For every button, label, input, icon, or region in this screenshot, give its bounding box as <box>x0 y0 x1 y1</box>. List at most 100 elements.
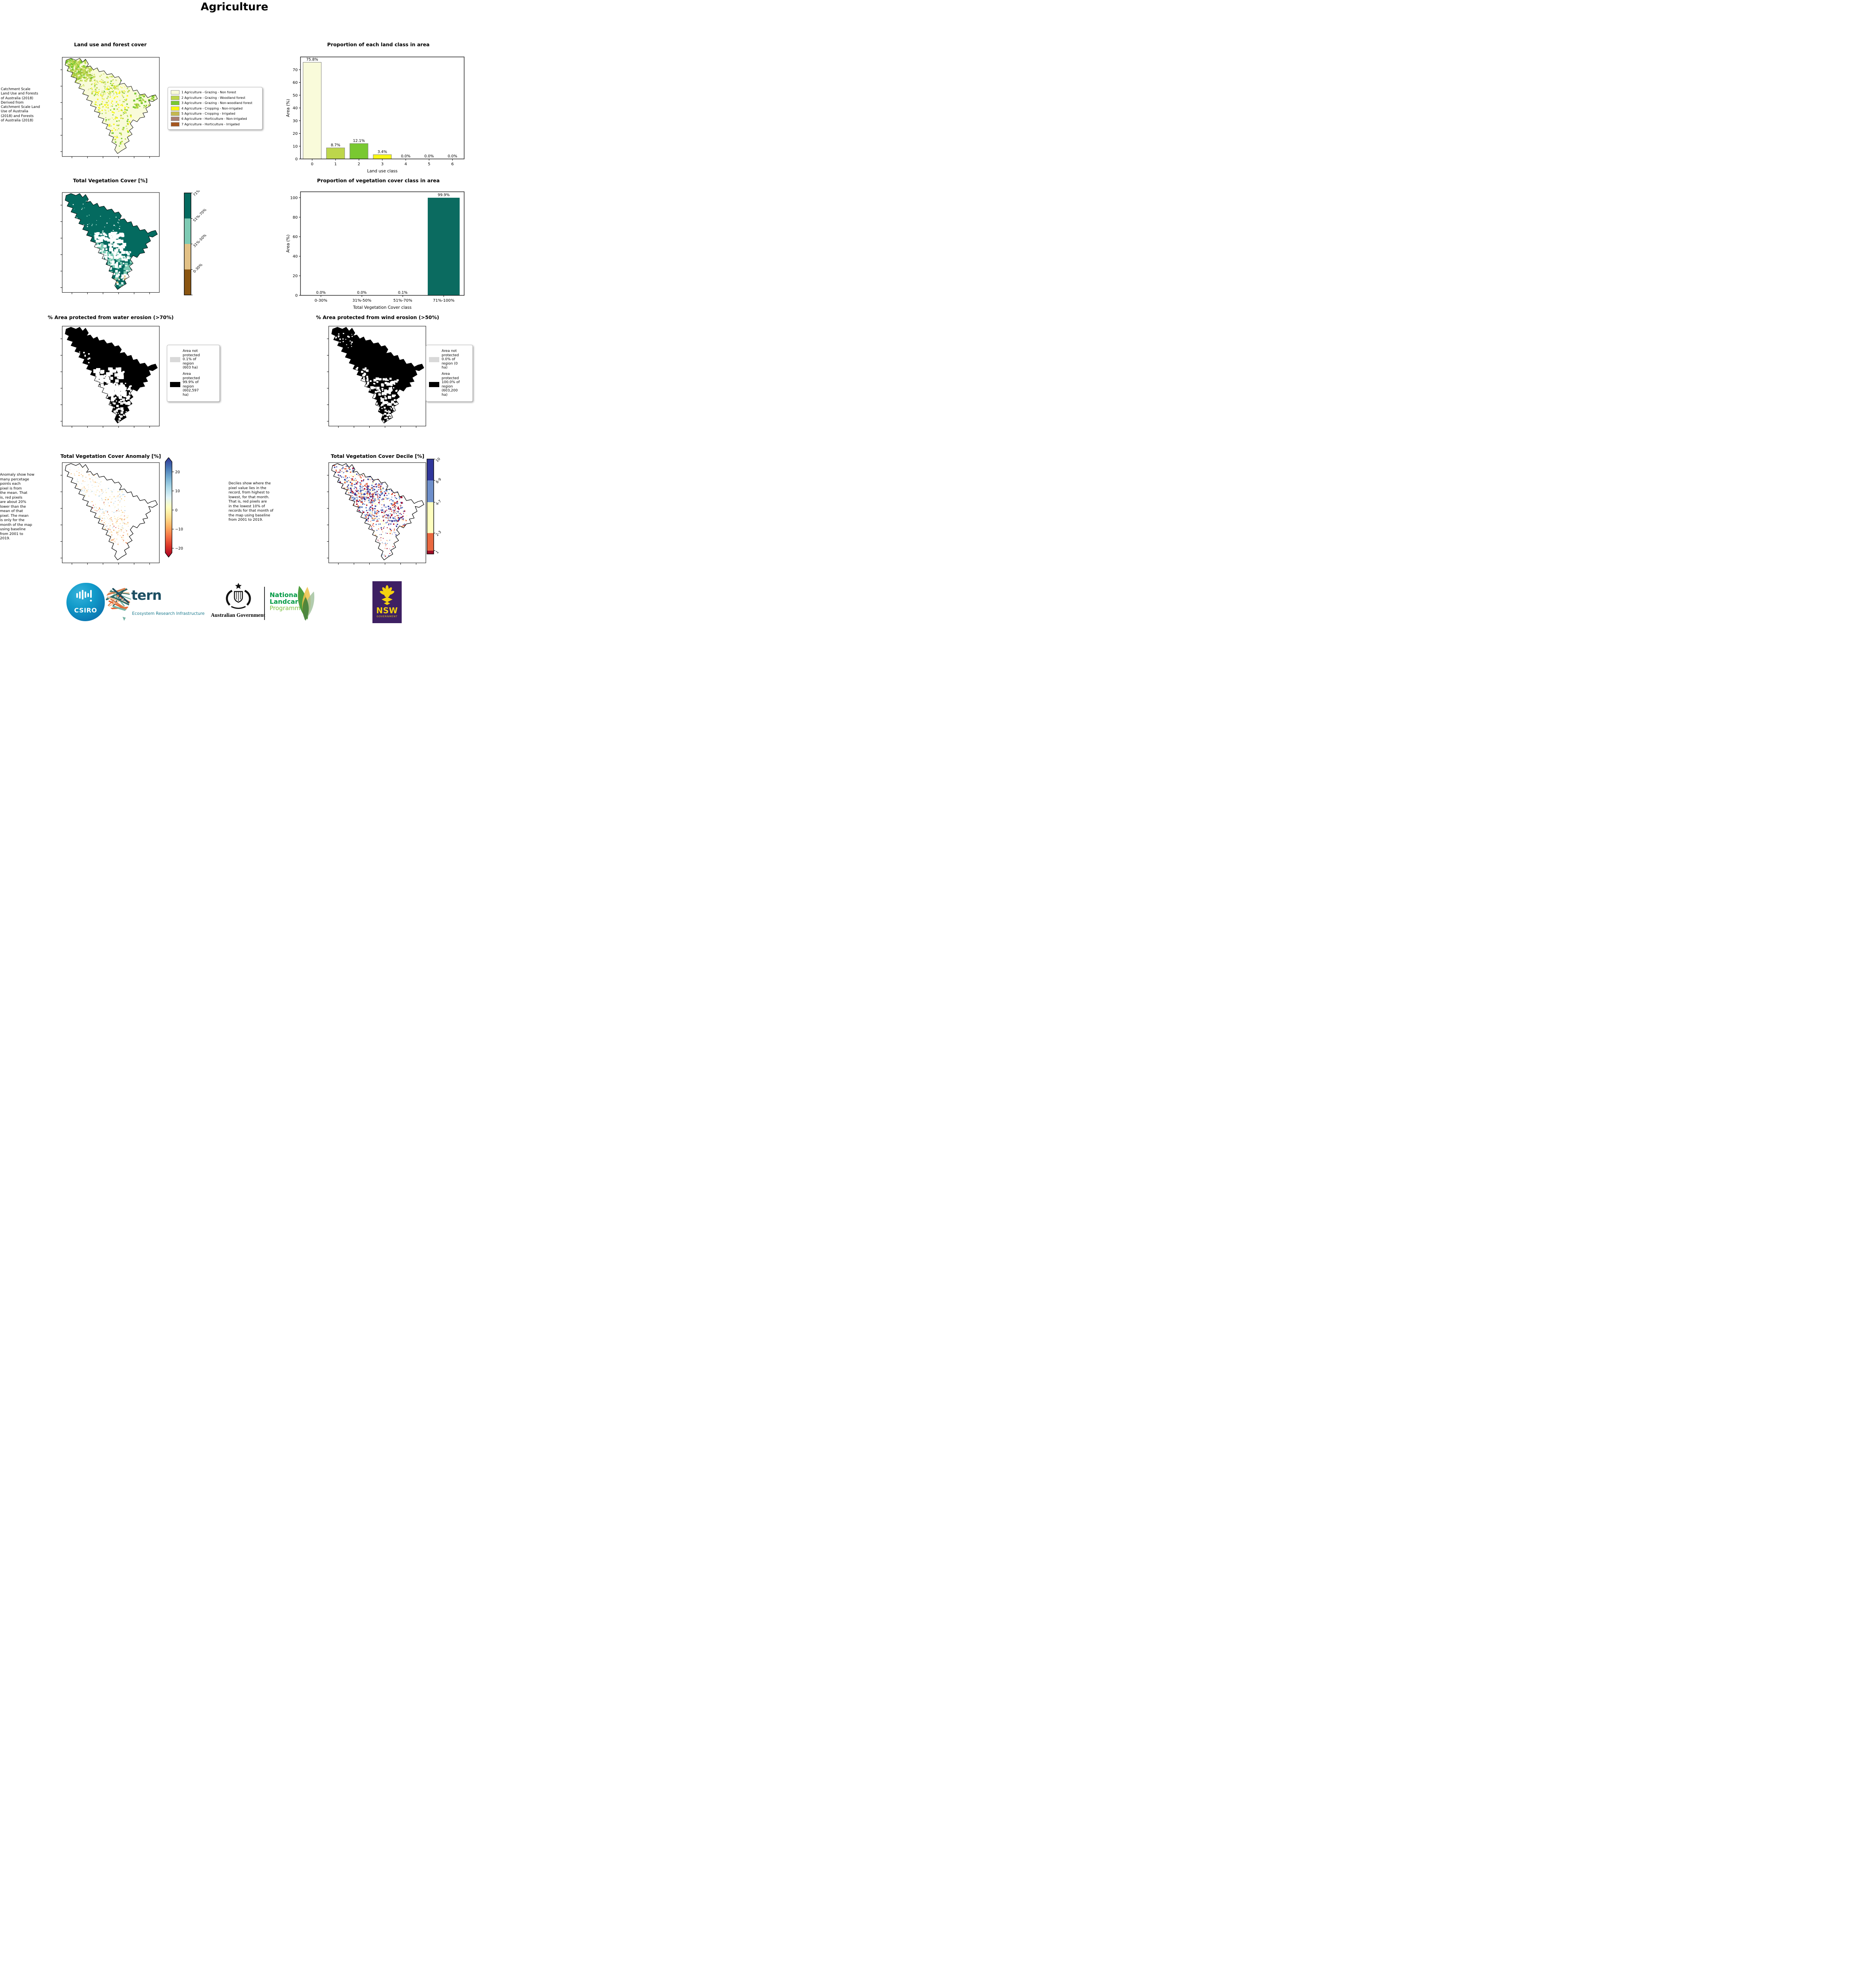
x-tick-label: 0-30% <box>315 299 327 303</box>
land-use-map-title: Land use and forest cover <box>74 42 147 47</box>
colorbar-label: 0-30% <box>193 263 204 274</box>
land-use-map-canvas <box>59 55 161 159</box>
bar-value-label: 0.0% <box>357 291 367 295</box>
legend-swatch <box>171 106 179 111</box>
nsw-label: NSW <box>376 606 398 615</box>
water-erosion-map-canvas <box>59 324 161 429</box>
legend-label: Area protected 99.9% of region (602,597 … <box>183 372 200 397</box>
x-tick-label: 71%-100% <box>433 299 454 303</box>
csiro-wave-icon <box>76 590 92 602</box>
page-title: Agriculture <box>200 1 268 13</box>
bar-value-label: 0.0% <box>316 291 326 295</box>
decile-map-canvas <box>326 461 428 566</box>
legend-item: Area not protected 0.1% of region (603 h… <box>170 349 217 370</box>
bar-value-label: 8.7% <box>331 143 340 147</box>
legend-item: 1 Agriculture - Grazing - Non forest <box>171 90 259 95</box>
legend-item: 5 Agriculture - Cropping - Irrigated <box>171 111 259 116</box>
nsw-sublabel: GOVERNMENT <box>376 615 398 618</box>
legend-item: 4 Agriculture - Cropping - Non-irrigated <box>171 106 259 111</box>
legend-swatch <box>171 95 179 100</box>
anomaly-map-title: Total Vegetation Cover Anomaly [%] <box>60 453 161 459</box>
x-tick-label: 6 <box>451 162 453 166</box>
csiro-logo: CSIRO <box>66 583 105 621</box>
y-tick-label: 80 <box>293 215 298 220</box>
australian-government-label: Australian Government <box>211 612 265 618</box>
land-use-source-note: Catchment Scale Land Use and Forests of … <box>1 87 40 123</box>
veg-cover-map-canvas <box>59 191 161 295</box>
legend-swatch <box>170 357 180 363</box>
legend-swatch <box>429 357 439 363</box>
bar-value-label: 0.1% <box>398 291 408 295</box>
legend-swatch <box>171 101 179 106</box>
bar <box>326 147 345 159</box>
bar <box>350 143 368 159</box>
legend-item: 3 Agriculture - Grazing - Non-woodland f… <box>171 101 259 106</box>
wind-erosion-map-canvas <box>326 324 428 429</box>
colorbar-tick-label: −20 <box>175 546 183 551</box>
colorbar-label: 8-9 <box>435 477 442 484</box>
x-tick-label: 31%-50% <box>352 299 371 303</box>
legend-item: Area protected 99.9% of region (602,597 … <box>170 372 217 397</box>
colorbar-tick-label: 10 <box>175 489 180 493</box>
colorbar-label: 4-7 <box>435 499 442 506</box>
colorbar-label: 31%-50% <box>193 233 208 248</box>
y-axis-label: Area (%) <box>286 234 291 253</box>
decile-note: Deciles show where the pixel value lies … <box>229 482 274 522</box>
bar-value-label: 12.1% <box>353 139 365 143</box>
wind-erosion-title: % Area protected from wind erosion (>50%… <box>316 314 439 320</box>
y-tick-label: 40 <box>293 255 298 259</box>
land-class-bar-chart: 0 10 20 30 40 50 60 70 0 75.8% 1 8.7% 2 12.1% 3 3.4% 4 0.… <box>286 57 465 174</box>
legend-item: Area protected 100.0% of region (603,200… <box>429 372 470 397</box>
y-tick-label: 30 <box>293 119 298 123</box>
wind-erosion-legend: Area not protected 0.0% of region (0 ha)… <box>426 345 473 402</box>
bar-value-label: 3.4% <box>378 150 387 154</box>
bar-value-label: 0.0% <box>424 154 434 159</box>
decile-map <box>326 461 428 566</box>
legend-item: 2 Agriculture - Grazing - Woodland fores… <box>171 95 259 100</box>
land-use-map <box>59 55 161 159</box>
legend-swatch <box>170 382 180 387</box>
legend-label: 5 Agriculture - Cropping - Irrigated <box>181 112 235 115</box>
water-erosion-map <box>59 324 161 429</box>
report-page: { "page_title": "Agriculture", "colors":… <box>0 0 473 625</box>
legend-swatch <box>429 382 439 387</box>
y-tick-label: 60 <box>293 235 298 239</box>
anomaly-colorbar: 20 10 0 −10 −20 <box>165 457 183 558</box>
y-tick-label: 10 <box>293 144 298 149</box>
y-tick-label: 70 <box>293 68 298 72</box>
legend-item: 6 Agriculture - Horticulture - Non-irrig… <box>171 117 259 121</box>
land-class-chart-title: Proportion of each land class in area <box>327 42 430 47</box>
colorbar-tick-label: 0 <box>175 508 178 512</box>
bar <box>427 198 460 295</box>
legend-item: 7 Agriculture - Horticulture - Irrigated <box>171 122 259 127</box>
legend-label: Area protected 100.0% of region (603,200… <box>442 372 460 397</box>
legend-swatch <box>171 90 179 95</box>
land-use-legend: 1 Agriculture - Grazing - Non forest 2 Ag… <box>168 87 263 130</box>
colorbar-label: 71%-100% <box>193 191 209 197</box>
y-tick-label: 0 <box>295 157 298 162</box>
x-tick-label: 3 <box>381 162 384 166</box>
x-tick-label: 5 <box>428 162 430 166</box>
legend-label: 3 Agriculture - Grazing - Non-woodland f… <box>181 101 253 105</box>
csiro-label: CSIRO <box>74 607 97 614</box>
bar <box>373 154 392 159</box>
legend-label: Area not protected 0.1% of region (603 h… <box>183 349 200 370</box>
x-tick-label: 51%-70% <box>393 299 412 303</box>
y-tick-label: 60 <box>293 81 298 85</box>
colorbar-tick-label: −10 <box>175 527 183 532</box>
x-axis-label: Land use class <box>367 169 398 174</box>
bar <box>303 62 322 159</box>
decile-colorbar: 10 8-9 4-7 2-3 1 <box>427 457 442 555</box>
colorbar-tick-label: 20 <box>175 470 180 474</box>
legend-label: Area not protected 0.0% of region (0 ha) <box>442 349 459 370</box>
legend-label: 4 Agriculture - Cropping - Non-irrigated <box>181 106 243 110</box>
x-tick-label: 1 <box>334 162 337 166</box>
y-axis-label: Area (%) <box>286 99 291 117</box>
y-tick-label: 20 <box>293 132 298 136</box>
legend-item: Area not protected 0.0% of region (0 ha) <box>429 349 470 370</box>
colorbar-label: 51%-70% <box>193 208 208 223</box>
bar-value-label: 0.0% <box>401 154 410 159</box>
y-tick-label: 0 <box>295 294 298 298</box>
nsw-waratah-icon <box>380 585 395 605</box>
tasmania-mark <box>123 617 126 621</box>
